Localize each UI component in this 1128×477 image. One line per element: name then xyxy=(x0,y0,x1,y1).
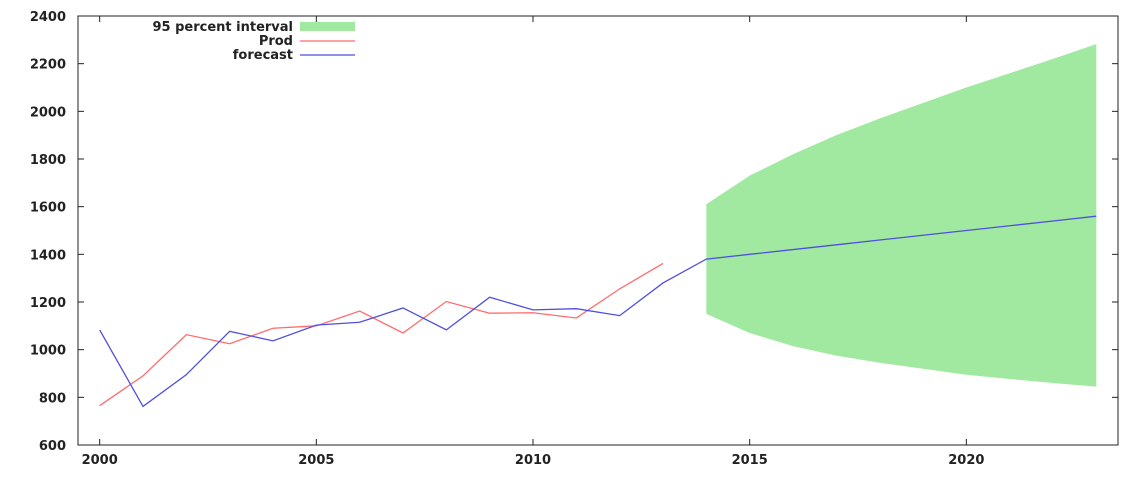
y-tick-label: 1400 xyxy=(30,248,66,263)
plot-frame xyxy=(77,15,1119,446)
legend-swatch-band xyxy=(300,22,355,31)
legend-label: Prod xyxy=(259,34,293,49)
y-tick-label: 1000 xyxy=(30,344,66,359)
legend-label: forecast xyxy=(233,48,293,63)
y-tick-label: 800 xyxy=(39,391,66,406)
y-tick-label: 2200 xyxy=(30,58,66,73)
y-tick-label: 2000 xyxy=(30,105,66,120)
confidence-band xyxy=(706,44,1097,387)
y-tick-label: 600 xyxy=(39,439,66,454)
y-tick-label: 1600 xyxy=(30,201,66,216)
x-tick-label: 2010 xyxy=(515,453,551,468)
y-tick-label: 1200 xyxy=(30,296,66,311)
x-tick-label: 2005 xyxy=(298,453,334,468)
x-tick-label: 2020 xyxy=(948,453,984,468)
series-line-prod xyxy=(99,262,664,407)
legend-label: 95 percent interval xyxy=(152,20,293,35)
y-tick-label: 2400 xyxy=(30,10,66,25)
x-tick-label: 2015 xyxy=(732,453,768,468)
y-tick-label: 1800 xyxy=(30,153,66,168)
series-line-forecast xyxy=(99,215,1097,408)
x-tick-label: 2000 xyxy=(82,453,118,468)
